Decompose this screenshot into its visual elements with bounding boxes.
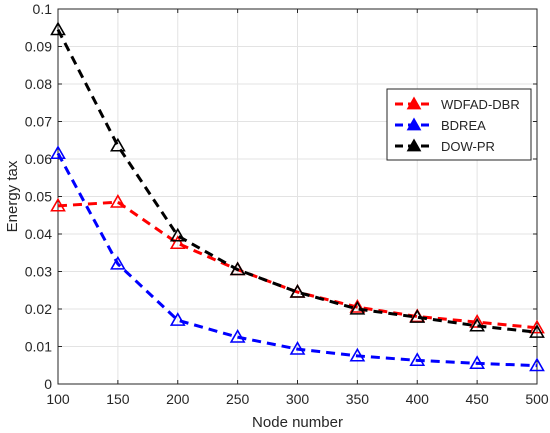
- data-point-marker: [169, 235, 186, 250]
- y-tick-label: 0.05: [25, 189, 52, 205]
- y-tick-label: 0.01: [25, 339, 52, 355]
- y-tick-label: 0: [44, 376, 52, 392]
- series-bdrea: [50, 145, 545, 372]
- y-tick-label: 0.07: [25, 114, 52, 130]
- y-tick-label: 0.03: [25, 264, 52, 280]
- data-point-marker: [50, 21, 66, 36]
- data-point-marker: [109, 255, 126, 270]
- data-point-marker: [409, 352, 426, 367]
- legend-label: BDREA: [441, 118, 486, 133]
- legend: WDFAD-DBR BDREA DOW-PR: [386, 88, 532, 161]
- legend-marker-sample: [406, 96, 422, 110]
- data-point-marker: [50, 197, 66, 212]
- data-point-marker: [469, 317, 486, 332]
- series-line: [56, 28, 538, 334]
- series-line: [56, 152, 538, 368]
- data-point-marker: [409, 309, 426, 323]
- series-layer: [50, 21, 545, 372]
- y-tick-label: 0.1: [33, 1, 53, 17]
- data-point-marker: [109, 194, 126, 208]
- data-point-marker: [349, 347, 366, 362]
- plot-frame: [57, 8, 538, 385]
- x-tick-label: 300: [286, 391, 310, 407]
- x-axis-label: Node number: [252, 414, 343, 431]
- data-point-marker: [169, 227, 186, 242]
- y-axis-label: Energy tax: [4, 160, 21, 232]
- legend-item: WDFAD-DBR: [395, 96, 520, 112]
- data-point-marker: [229, 329, 246, 343]
- x-tick-label: 400: [406, 391, 430, 407]
- legend-label: DOW-PR: [441, 139, 495, 154]
- data-point-marker: [529, 324, 545, 338]
- x-tick-label: 250: [226, 391, 250, 407]
- data-point-marker: [349, 299, 366, 313]
- axes: 100 150 200 250 300 350 400 450 500 0 0.01 0.02 0.03…: [25, 1, 549, 407]
- x-tick-label: 350: [346, 391, 370, 407]
- data-point-marker: [289, 284, 306, 298]
- legend-item: DOW-PR: [395, 138, 495, 154]
- data-point-marker: [469, 355, 486, 370]
- data-point-marker: [229, 261, 246, 276]
- legend-item: BDREA: [395, 117, 486, 133]
- x-tick-label: 100: [46, 391, 70, 407]
- grid-lines: [57, 8, 538, 385]
- data-point-marker: [109, 137, 126, 152]
- y-tick-label: 0.09: [25, 39, 52, 55]
- y-tick-label: 0.06: [25, 151, 52, 167]
- y-tick-label: 0.04: [25, 226, 52, 242]
- x-tick-label: 150: [106, 391, 130, 407]
- y-tick-label: 0.08: [25, 76, 52, 92]
- data-point-marker: [529, 319, 545, 334]
- data-point-marker: [50, 145, 66, 160]
- data-point-marker: [349, 300, 366, 315]
- data-point-marker: [289, 341, 306, 355]
- series-line: [57, 200, 538, 330]
- series-dow-pr: [50, 21, 545, 338]
- y-tick-label: 0.02: [25, 301, 52, 317]
- x-tick-label: 450: [465, 391, 489, 407]
- data-point-marker: [169, 312, 186, 326]
- legend-marker-sample: [406, 117, 422, 131]
- x-tick-label: 200: [166, 391, 190, 407]
- data-point-marker: [529, 357, 545, 372]
- data-point-marker: [469, 314, 486, 328]
- legend-marker-sample: [406, 138, 422, 152]
- legend-label: WDFAD-DBR: [441, 97, 520, 112]
- x-tick-label: 500: [525, 391, 549, 407]
